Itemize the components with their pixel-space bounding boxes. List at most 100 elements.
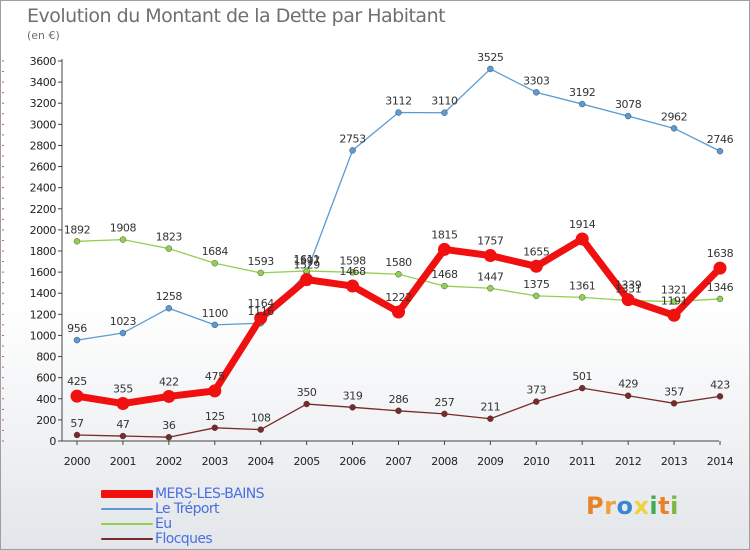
data-point [575,232,589,246]
data-label: 1361 [569,279,595,292]
data-label: 429 [618,378,638,391]
data-point [395,271,402,278]
x-tick-label: 2011 [569,455,595,468]
data-point [487,65,494,73]
series-mers-les-bains [70,232,727,411]
data-point [667,308,681,322]
data-point [487,415,494,422]
data-label: 425 [67,375,87,388]
data-label: 501 [572,370,592,383]
x-tick-label: 2000 [64,455,91,468]
data-label: 1815 [431,228,458,241]
data-label: 1598 [339,254,366,267]
logo-letter: P [586,492,605,520]
data-point [529,259,543,273]
data-label: 286 [389,393,409,406]
data-label: 1529 [293,259,320,272]
data-label: 125 [205,410,225,423]
y-tick-label: 1400 [30,287,57,300]
data-point [441,282,448,290]
x-tick-label: 2013 [661,455,688,468]
data-label: 1100 [202,307,229,320]
y-tick-label: 1600 [30,266,57,279]
data-label: 3303 [523,74,550,87]
data-point [165,305,173,312]
logo-letter: i [670,492,679,520]
data-label: 1447 [477,270,504,283]
data-label: 2962 [661,110,687,123]
y-tick-label: 2800 [30,139,57,152]
data-point [303,400,310,408]
data-label: 1468 [431,268,458,281]
data-label: 422 [159,375,179,388]
data-label: 1375 [523,278,550,291]
data-label: 1655 [523,245,550,258]
legend-item-flocques: Flocques [101,531,321,547]
data-label: 47 [116,418,130,431]
data-point [116,397,130,411]
data-point [162,389,176,403]
x-tick-label: 2014 [707,455,734,468]
logo-letter: x [633,492,650,520]
data-point [441,109,448,116]
data-point [621,293,635,307]
y-tick-label: 1800 [30,245,57,258]
x-tick-label: 2010 [523,455,550,468]
data-point [716,393,724,400]
data-label: 1580 [385,256,412,269]
chart-axes: 0 200 400 600 800 1000 1200 1400 1600 1800 2000 220… [2,55,734,468]
y-tick-label: 3600 [30,55,57,68]
data-label: 350 [297,386,317,399]
series-le-tr-port [73,65,724,344]
y-tick-label: 3400 [30,76,57,89]
data-point [208,384,222,398]
data-label: 1593 [248,255,275,268]
y-tick-label: 3200 [30,97,57,110]
x-tick-label: 2003 [202,455,229,468]
series-eu [73,236,724,305]
data-label: 1611 [293,253,319,266]
data-point [349,269,356,276]
data-point [487,285,494,292]
data-point [624,392,632,399]
data-label: 3078 [615,98,642,111]
data-label: 1321 [661,284,687,297]
data-label: 956 [67,322,87,335]
data-label: 1116 [248,305,275,318]
logo-letter: r [604,492,617,520]
data-point [713,261,727,275]
data-point [392,305,405,319]
y-tick-label: 400 [36,393,56,406]
data-point [533,398,540,405]
data-label: 1638 [707,247,734,260]
chart-data-labels: 956 1023 1258 1100 1116 1597 2753 3112 3110 3525 3… [64,51,734,432]
legend-swatch [101,490,153,498]
data-label: 57 [70,417,84,430]
legend-label: Flocques [155,531,213,547]
data-point [119,236,127,243]
y-tick-label: 2200 [30,203,57,216]
legend-item-eu: Eu [101,516,321,532]
y-tick-label: 2400 [30,182,57,195]
data-label: 319 [343,389,363,402]
proxiti-logo: Proxiti [586,492,679,520]
data-label: 1908 [110,222,137,235]
data-point [119,329,127,337]
data-label: 1597 [293,254,320,267]
data-label: 2746 [707,133,734,146]
chart-series [70,65,727,441]
series-flocques [73,384,724,441]
legend-label: Eu [155,516,172,532]
data-label: 108 [251,412,271,425]
x-tick-label: 2009 [477,455,504,468]
data-label: 1892 [64,223,90,236]
data-label: 475 [205,370,225,383]
logo-letter: i [649,492,659,520]
x-tick-label: 2005 [293,455,320,468]
logo-letter: o [616,492,634,520]
data-point [716,295,724,303]
data-label: 355 [113,383,133,396]
data-point [73,238,81,245]
